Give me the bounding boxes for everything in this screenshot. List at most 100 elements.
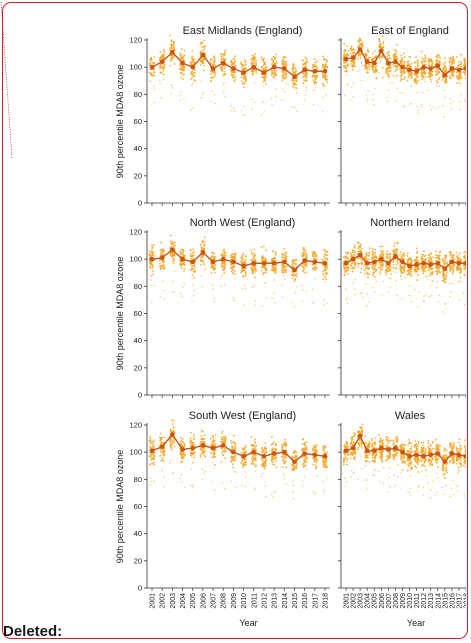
site-point-outlier bbox=[386, 100, 389, 103]
site-point bbox=[463, 58, 466, 61]
site-point bbox=[293, 84, 295, 87]
site-point bbox=[151, 442, 153, 445]
site-point-outlier bbox=[325, 93, 327, 96]
median-point bbox=[442, 73, 448, 78]
site-point-outlier bbox=[151, 301, 153, 303]
site-point bbox=[163, 65, 165, 68]
site-point bbox=[192, 435, 195, 438]
site-point bbox=[392, 74, 395, 77]
site-point bbox=[347, 54, 350, 57]
site-point bbox=[452, 75, 455, 78]
site-point bbox=[149, 250, 152, 253]
site-point bbox=[295, 272, 298, 275]
site-point bbox=[193, 61, 196, 64]
site-point bbox=[389, 57, 392, 60]
site-point bbox=[321, 270, 324, 273]
median-point bbox=[220, 256, 226, 262]
site-point bbox=[403, 270, 406, 273]
site-point bbox=[450, 254, 453, 257]
site-point bbox=[221, 70, 224, 73]
site-point-outlier bbox=[451, 282, 453, 285]
site-point bbox=[305, 80, 308, 82]
site-point bbox=[152, 445, 154, 447]
site-point-outlier bbox=[350, 86, 353, 88]
site-point bbox=[378, 38, 381, 41]
site-point bbox=[181, 440, 184, 443]
median-point bbox=[261, 260, 267, 266]
site-point bbox=[261, 265, 264, 268]
site-point bbox=[181, 437, 184, 440]
site-point-outlier bbox=[203, 91, 205, 94]
site-point-outlier bbox=[374, 87, 376, 90]
site-point bbox=[202, 259, 205, 262]
site-point bbox=[343, 273, 346, 276]
site-point bbox=[212, 268, 215, 271]
site-point bbox=[160, 56, 163, 59]
site-point bbox=[230, 256, 232, 259]
site-point bbox=[349, 267, 352, 270]
site-point bbox=[449, 58, 452, 61]
site-point bbox=[375, 55, 377, 58]
site-point-outlier bbox=[458, 298, 461, 301]
site-point bbox=[230, 59, 233, 62]
site-point bbox=[153, 463, 156, 466]
site-point bbox=[465, 76, 466, 78]
site-point bbox=[292, 64, 295, 67]
site-point bbox=[152, 68, 155, 71]
site-point bbox=[183, 54, 186, 57]
site-point bbox=[445, 271, 448, 274]
site-point-outlier bbox=[313, 89, 316, 91]
median-point bbox=[343, 56, 349, 62]
site-point bbox=[160, 438, 162, 441]
site-point-outlier bbox=[396, 294, 399, 296]
site-point bbox=[466, 62, 468, 64]
site-point bbox=[467, 68, 469, 70]
site-point-outlier bbox=[271, 104, 273, 106]
x-tick-label: 2016 bbox=[302, 593, 309, 609]
site-point bbox=[285, 75, 288, 78]
site-point bbox=[431, 267, 434, 270]
site-point-outlier bbox=[321, 111, 324, 113]
site-point bbox=[190, 431, 192, 434]
site-point bbox=[193, 265, 195, 267]
median-point bbox=[364, 59, 370, 65]
site-point bbox=[284, 270, 287, 273]
site-point bbox=[396, 259, 399, 262]
median-point bbox=[456, 67, 462, 73]
site-point bbox=[388, 267, 391, 270]
site-point bbox=[189, 263, 192, 266]
site-point bbox=[375, 65, 378, 68]
site-point bbox=[429, 255, 431, 258]
median-point bbox=[386, 260, 391, 266]
median-point bbox=[190, 259, 196, 265]
site-point bbox=[152, 250, 155, 253]
site-point-outlier bbox=[372, 286, 374, 289]
site-point bbox=[291, 274, 293, 276]
site-point bbox=[410, 62, 413, 65]
site-point-outlier bbox=[326, 302, 329, 305]
site-point bbox=[191, 443, 194, 446]
site-point-outlier bbox=[467, 285, 469, 287]
site-point bbox=[213, 72, 216, 75]
site-point bbox=[304, 265, 307, 268]
site-point bbox=[253, 254, 256, 257]
site-point bbox=[467, 268, 469, 270]
site-point-outlier bbox=[389, 286, 392, 289]
site-point bbox=[171, 44, 174, 47]
site-point bbox=[371, 250, 374, 253]
site-point bbox=[190, 454, 193, 457]
site-point bbox=[183, 454, 186, 456]
site-point bbox=[262, 245, 265, 248]
site-point-outlier bbox=[265, 282, 267, 284]
site-point bbox=[409, 65, 411, 68]
site-point-outlier bbox=[366, 98, 369, 100]
site-point bbox=[232, 272, 234, 275]
site-point-outlier bbox=[387, 290, 390, 293]
site-point bbox=[466, 65, 468, 67]
site-point bbox=[199, 64, 202, 66]
site-point bbox=[452, 255, 455, 258]
site-point bbox=[322, 74, 325, 77]
site-point bbox=[406, 261, 409, 263]
site-point bbox=[224, 438, 226, 441]
site-point bbox=[190, 71, 193, 73]
